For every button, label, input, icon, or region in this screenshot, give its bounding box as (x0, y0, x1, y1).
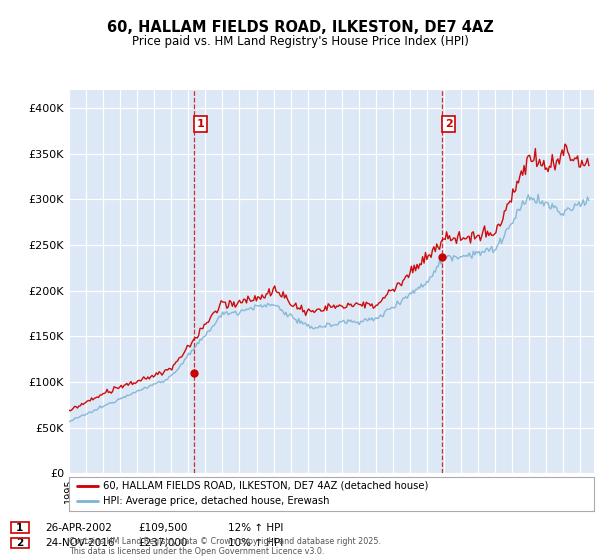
Text: 2: 2 (16, 538, 23, 548)
Text: £237,000: £237,000 (138, 538, 187, 548)
Text: Price paid vs. HM Land Registry's House Price Index (HPI): Price paid vs. HM Land Registry's House … (131, 35, 469, 48)
Text: 24-NOV-2016: 24-NOV-2016 (45, 538, 115, 548)
Text: 2: 2 (445, 119, 452, 129)
Text: 60, HALLAM FIELDS ROAD, ILKESTON, DE7 4AZ (detached house): 60, HALLAM FIELDS ROAD, ILKESTON, DE7 4A… (103, 480, 428, 491)
Text: 26-APR-2002: 26-APR-2002 (45, 522, 112, 533)
Text: Contains HM Land Registry data © Crown copyright and database right 2025.
This d: Contains HM Land Registry data © Crown c… (69, 536, 381, 556)
Text: 1: 1 (196, 119, 204, 129)
Text: 1: 1 (16, 522, 23, 533)
Text: HPI: Average price, detached house, Erewash: HPI: Average price, detached house, Erew… (103, 496, 329, 506)
Text: 10% ↑ HPI: 10% ↑ HPI (228, 538, 283, 548)
Text: £109,500: £109,500 (138, 522, 187, 533)
Text: 12% ↑ HPI: 12% ↑ HPI (228, 522, 283, 533)
Text: 60, HALLAM FIELDS ROAD, ILKESTON, DE7 4AZ: 60, HALLAM FIELDS ROAD, ILKESTON, DE7 4A… (107, 20, 493, 35)
